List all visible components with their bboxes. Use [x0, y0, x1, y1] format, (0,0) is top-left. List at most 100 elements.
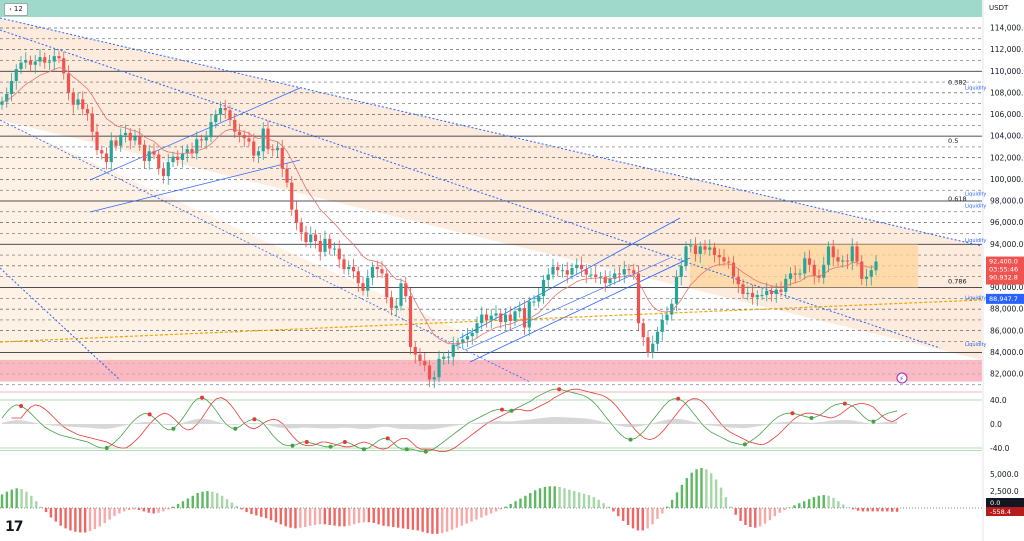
fib-level-label: 0.618: [948, 195, 967, 203]
currency-label: USDT: [989, 4, 1009, 12]
candle-body: [432, 377, 436, 380]
macd-bar: [59, 508, 62, 526]
macd-bar: [538, 488, 542, 508]
candle-body: [328, 238, 332, 249]
candle-body: [252, 141, 256, 156]
macd-bar: [196, 493, 199, 508]
macd-bar: [211, 491, 214, 508]
top-liquidity-strip: [0, 0, 982, 17]
candle-body: [318, 241, 322, 252]
macd-bar: [494, 508, 498, 512]
candle-body: [779, 289, 783, 292]
moving-average-line: [1, 67, 877, 345]
macd-bar: [719, 487, 723, 508]
candle-body: [589, 274, 593, 276]
candle-body: [399, 283, 403, 306]
macd-bar: [891, 508, 894, 512]
macd-bar: [866, 508, 869, 512]
osc-tick-label: 40.0: [990, 396, 1007, 405]
price-tick-label: 100,000.0: [990, 175, 1024, 184]
macd-bar: [817, 495, 821, 508]
osc-cross-dot: [200, 395, 204, 400]
rising-channel-bottom: [469, 257, 691, 363]
price-tick-label: 102,000.0: [990, 153, 1024, 162]
macd-bar: [577, 492, 581, 508]
candle-body: [223, 108, 227, 111]
macd-bar: [35, 501, 38, 508]
upper-trendline: [0, 17, 983, 247]
macd-bar: [313, 508, 317, 525]
macd-bar: [401, 508, 405, 529]
macd-bar: [626, 508, 630, 525]
candle-body: [850, 246, 854, 262]
candle-body: [831, 246, 835, 258]
candle-body: [214, 114, 218, 123]
candle-body: [437, 358, 441, 378]
macd-bar: [573, 491, 576, 508]
candle-body: [560, 270, 565, 272]
macd-bar: [284, 508, 287, 527]
osc-cross-dot: [19, 404, 24, 408]
liquidity-label: Liquidity: [965, 342, 986, 348]
candle-body: [803, 258, 807, 274]
macd-bar: [235, 505, 238, 508]
candle-body: [351, 266, 356, 272]
chevron-left-icon: ‹: [9, 6, 12, 13]
macd-bar: [240, 508, 243, 510]
candle-body: [551, 266, 555, 275]
candle-body: [342, 259, 346, 270]
macd-bar: [137, 508, 141, 511]
macd-bar: [675, 492, 679, 508]
candle-body: [817, 275, 821, 278]
osc-line-fast: [1, 388, 898, 453]
macd-bar: [269, 508, 273, 521]
candle-body: [722, 257, 726, 262]
candle-body: [233, 119, 237, 132]
candle-body: [290, 182, 294, 210]
candle-body: [14, 69, 18, 81]
candle-body: [869, 270, 873, 277]
macd-bar: [387, 508, 390, 527]
osc-cross-dot: [147, 412, 152, 417]
candle-body: [499, 313, 503, 323]
macd-bar: [553, 486, 556, 508]
candle-body: [465, 336, 470, 340]
macd-bar: [807, 499, 811, 508]
candle-body: [285, 168, 289, 183]
macd-bar: [333, 508, 336, 526]
candle-body: [632, 270, 636, 274]
macd-bar: [367, 508, 371, 523]
macd-tick-label: 5,000.0: [990, 470, 1019, 479]
macd-bar: [646, 508, 649, 529]
macd-bar: [216, 493, 219, 508]
macd-value-badge: -558.4: [990, 508, 1011, 516]
osc-cross-dot: [171, 426, 176, 431]
macd-bar: [837, 501, 840, 508]
candle-body: [90, 113, 94, 132]
macd-bar: [788, 507, 791, 508]
candle-body: [655, 331, 660, 344]
candle-body: [370, 266, 375, 278]
macd-bar: [563, 488, 566, 508]
liquidity-label: Liquidity: [965, 192, 986, 198]
candle-body: [755, 295, 759, 298]
lower-channel-fill: [0, 120, 460, 380]
collapse-toggle[interactable]: ‹ 12: [4, 3, 28, 16]
tradingview-logo: 17: [5, 519, 24, 535]
price-tick-label: 84,000.0: [990, 348, 1024, 357]
candle-body: [19, 62, 23, 70]
osc-cross-dot: [742, 442, 747, 447]
candle-body: [418, 354, 422, 362]
candle-body: [375, 266, 379, 270]
liquidity-label: Liquidity: [965, 86, 986, 92]
macd-bar: [856, 508, 860, 511]
macd-bar: [842, 504, 845, 508]
countdown-label: 03:55:46: [989, 266, 1018, 274]
candle-body: [608, 278, 612, 284]
candle-body: [28, 60, 33, 65]
candle-body: [356, 271, 360, 284]
candle-body: [836, 257, 840, 262]
price-tick-label: 88,000.0: [990, 305, 1024, 314]
osc-cross-dot: [361, 447, 366, 452]
